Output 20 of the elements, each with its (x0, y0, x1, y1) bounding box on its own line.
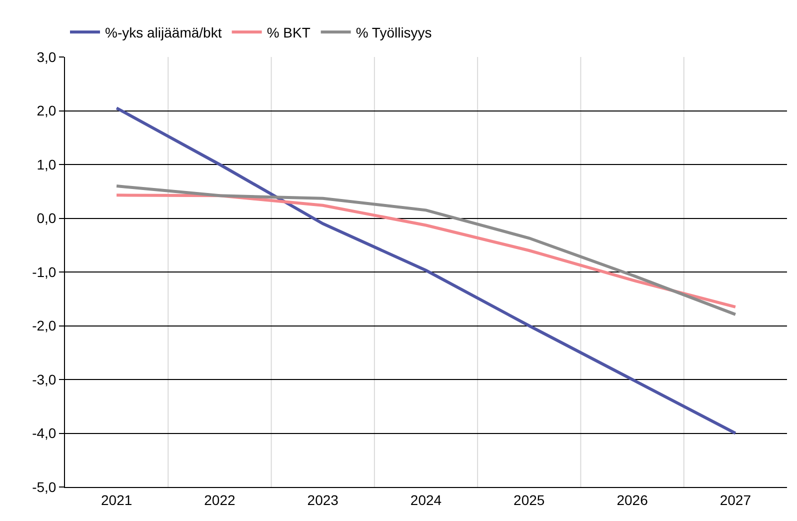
y-tick-label: -5,0 (32, 478, 56, 495)
y-tick-label: -4,0 (32, 425, 56, 442)
x-tick-label: 2026 (616, 492, 648, 508)
legend-label: % BKT (266, 24, 311, 40)
y-tick-label: 1,0 (36, 156, 56, 172)
x-tick-label: 2025 (514, 492, 545, 508)
x-tick-label: 2024 (410, 492, 442, 508)
x-tick-label: 2021 (100, 492, 132, 508)
y-tick-label: -2,0 (32, 318, 56, 334)
y-tick-label: -1,0 (32, 264, 56, 280)
x-tick-label: 2023 (307, 492, 339, 508)
legend-label: %-yks alijäämä/bkt (105, 24, 222, 40)
line-series (115, 106, 737, 435)
x-tick-label: 2027 (720, 492, 752, 508)
y-tick-label: 2,0 (36, 102, 56, 119)
y-tick-label: 3,0 (36, 48, 56, 65)
y-tick-label: 0,0 (36, 210, 56, 226)
x-tick-label: 2022 (204, 492, 236, 508)
legend-label: % Työllisyys (356, 24, 432, 40)
y-tick-label: -3,0 (32, 371, 56, 388)
